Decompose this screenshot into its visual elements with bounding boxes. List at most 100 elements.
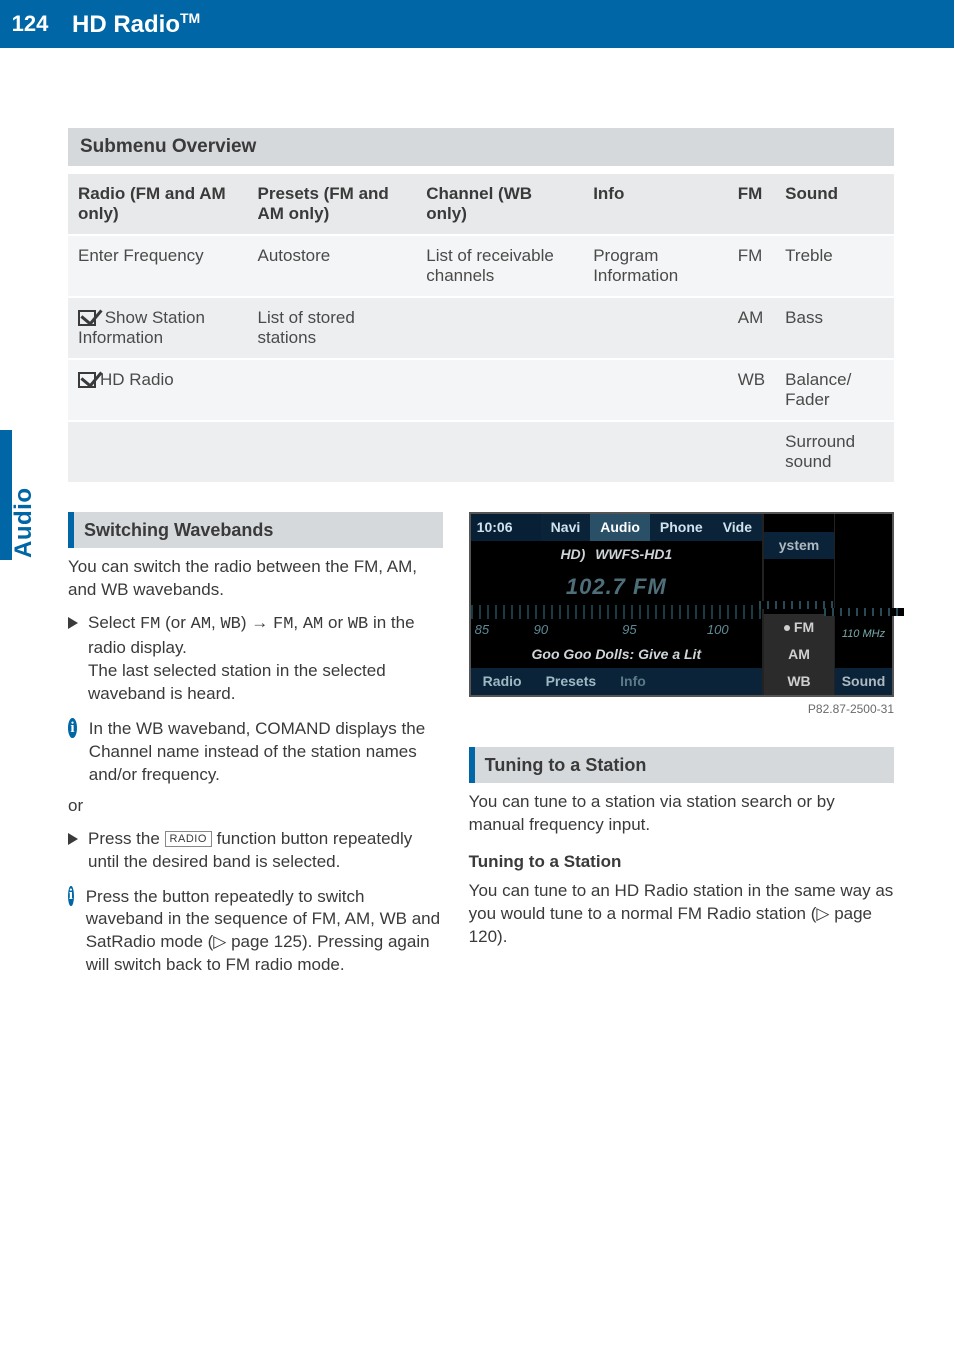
tuning-subheading: Tuning to a Station — [469, 851, 894, 874]
rs-r-blank3 — [764, 578, 834, 596]
table-cell — [247, 360, 416, 420]
t: FM — [794, 618, 814, 637]
rs-r-wb: WB — [764, 668, 834, 695]
table-cell — [728, 422, 775, 482]
rs-r-blank1 — [764, 514, 834, 532]
rs-rr-blank2 — [835, 536, 892, 558]
mono: AM — [303, 615, 323, 634]
s1: 90 — [497, 619, 585, 641]
t: Press the — [88, 829, 165, 848]
rs-station: WWFS-HD1 — [595, 546, 672, 562]
table-cell — [416, 360, 583, 420]
table-title: Submenu Overview — [68, 128, 894, 166]
two-column-region: Switching Wavebands You can switch the r… — [68, 512, 894, 981]
page-title: HD RadioTM — [72, 10, 200, 39]
rs-rr-blank5 — [835, 646, 892, 668]
rs-tab-audio: Audio — [590, 514, 650, 541]
t: or — [323, 613, 348, 632]
table-cell: Treble — [775, 236, 894, 296]
radio-display-figure: 10:06 Navi Audio Phone Vide HD) WWFS-HD1 — [469, 512, 894, 697]
info-icon: i — [68, 886, 74, 906]
rs-tab-navi: Navi — [541, 514, 591, 541]
switching-wavebands-title: Switching Wavebands — [68, 512, 443, 548]
step-press-text: Press the RADIO function button repeated… — [88, 828, 443, 874]
th-2: Channel (WB only) — [416, 174, 583, 234]
table-cell — [416, 298, 583, 358]
th-5: Sound — [775, 174, 894, 234]
rs-rr-blank3 — [835, 558, 892, 580]
checkbox-icon — [78, 372, 96, 388]
figure-id: P82.87-2500-31 — [469, 701, 894, 717]
table-cell — [247, 422, 416, 482]
rs-clock: 10:06 — [471, 514, 541, 541]
rs-ticks — [471, 605, 762, 619]
table-cell: List of receivable channels — [416, 236, 583, 296]
table-cell: Surround sound — [775, 422, 894, 482]
t: , — [293, 613, 302, 632]
or-text: or — [68, 795, 443, 818]
mono: WB — [348, 615, 368, 634]
table-cell: Autostore — [247, 236, 416, 296]
mono: FM — [273, 615, 293, 634]
page-number-box: 124 — [0, 0, 60, 48]
content: Submenu Overview Radio (FM and AM only) … — [68, 48, 894, 981]
page: 124 HD RadioTM Audio Submenu Overview Ra… — [0, 0, 954, 1354]
table-cell: Balance/Fader — [775, 360, 894, 420]
th-3: Info — [583, 174, 728, 234]
step-select-text: Select FM (or AM, WB) → FM, AM or WB in … — [88, 612, 443, 706]
rs-r-system: ystem — [764, 532, 834, 559]
left-column: Switching Wavebands You can switch the r… — [68, 512, 443, 981]
rs-b1: Presets — [534, 668, 609, 695]
table-cell: WB — [728, 360, 775, 420]
table-cell: Show Station Information — [68, 298, 247, 358]
table-cell: HD Radio — [68, 360, 247, 420]
info1-text: In the WB waveband, COMAND displays the … — [89, 718, 443, 787]
rs-rr-blank4 — [835, 580, 892, 602]
s3: 100 — [674, 619, 762, 641]
t: Select — [88, 613, 140, 632]
table-cell — [583, 360, 728, 420]
t: (or — [160, 613, 190, 632]
right-column: 10:06 Navi Audio Phone Vide HD) WWFS-HD1 — [469, 512, 894, 981]
table-row: Show Station InformationList of stored s… — [68, 298, 894, 358]
rs-top-row: 10:06 Navi Audio Phone Vide — [471, 514, 762, 541]
tuning-para: You can tune to an HD Radio station in t… — [469, 880, 894, 949]
title-text: HD Radio — [72, 11, 180, 38]
triangle-bullet-icon — [68, 833, 78, 845]
table-cell: FM — [728, 236, 775, 296]
th-0: Radio (FM and AM only) — [68, 174, 247, 234]
rs-bottom-row: Radio Presets Info — [471, 668, 762, 695]
mono: WB — [220, 615, 240, 634]
info-note-2: i Press the button repeatedly to switch … — [68, 886, 443, 978]
rs-r-am: AM — [764, 641, 834, 668]
side-tab: Audio — [0, 430, 50, 560]
triangle-bullet-icon — [68, 617, 78, 629]
rs-rr-blank1 — [835, 514, 892, 536]
th-4: FM — [728, 174, 775, 234]
checkbox-icon — [78, 310, 96, 326]
rs-r-fm: FM — [764, 614, 834, 641]
table-cell: Bass — [775, 298, 894, 358]
info2-text: Press the button repeatedly to switch wa… — [86, 886, 443, 978]
table-cell: List of stored stations — [247, 298, 416, 358]
rs-station-row: HD) WWFS-HD1 — [471, 541, 762, 568]
side-tab-label: Audio — [10, 488, 38, 558]
rs-b0: Radio — [471, 668, 534, 695]
table-row: HD Radio WBBalance/Fader — [68, 360, 894, 420]
rs-rr-sound: Sound — [835, 668, 892, 695]
mono: FM — [140, 615, 160, 634]
table-cell — [68, 422, 247, 482]
step-press: Press the RADIO function button repeated… — [68, 828, 443, 874]
rs-scale: 85 90 95 100 — [471, 619, 762, 641]
s0: 85 — [471, 619, 497, 641]
mono: AM — [191, 615, 211, 634]
step-select: Select FM (or AM, WB) → FM, AM or WB in … — [68, 612, 443, 706]
rs-now-playing: Goo Goo Dolls: Give a Lit — [471, 641, 762, 668]
table-row: Surround sound — [68, 422, 894, 482]
th-1: Presets (FM and AM only) — [247, 174, 416, 234]
table-cell: AM — [728, 298, 775, 358]
step-result: The last selected station in the selecte… — [88, 660, 443, 706]
rs-b2: Info — [608, 668, 658, 695]
table-cell — [416, 422, 583, 482]
rs-r-blank2 — [764, 559, 834, 577]
